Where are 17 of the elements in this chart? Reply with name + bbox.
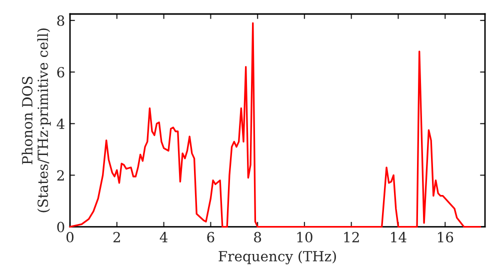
x-tick-label: 14 — [391, 232, 406, 242]
x-tick-label: 8 — [254, 232, 262, 242]
x-tick-label: 0 — [66, 232, 74, 242]
y-tick-label: 2 — [57, 170, 64, 180]
y-tick-label: 0 — [57, 222, 64, 232]
x-tick-label: 12 — [344, 232, 359, 242]
x-tick-label: 4 — [160, 232, 168, 242]
x-tick-label: 10 — [297, 232, 312, 242]
line-series — [69, 22, 482, 228]
x-tick-label: 6 — [207, 232, 214, 242]
y-tick-label: 8 — [57, 15, 64, 26]
y-tick-label: 6 — [57, 67, 64, 78]
y-tick-label: 4 — [56, 118, 64, 129]
x-tick-label: 16 — [438, 232, 454, 242]
x-axis-title: Frequency (THz) — [218, 250, 336, 264]
y-axis-title: Phonon DOS (States/THz·primitive cell) — [22, 28, 51, 212]
x-tick-label: 2 — [113, 232, 120, 242]
